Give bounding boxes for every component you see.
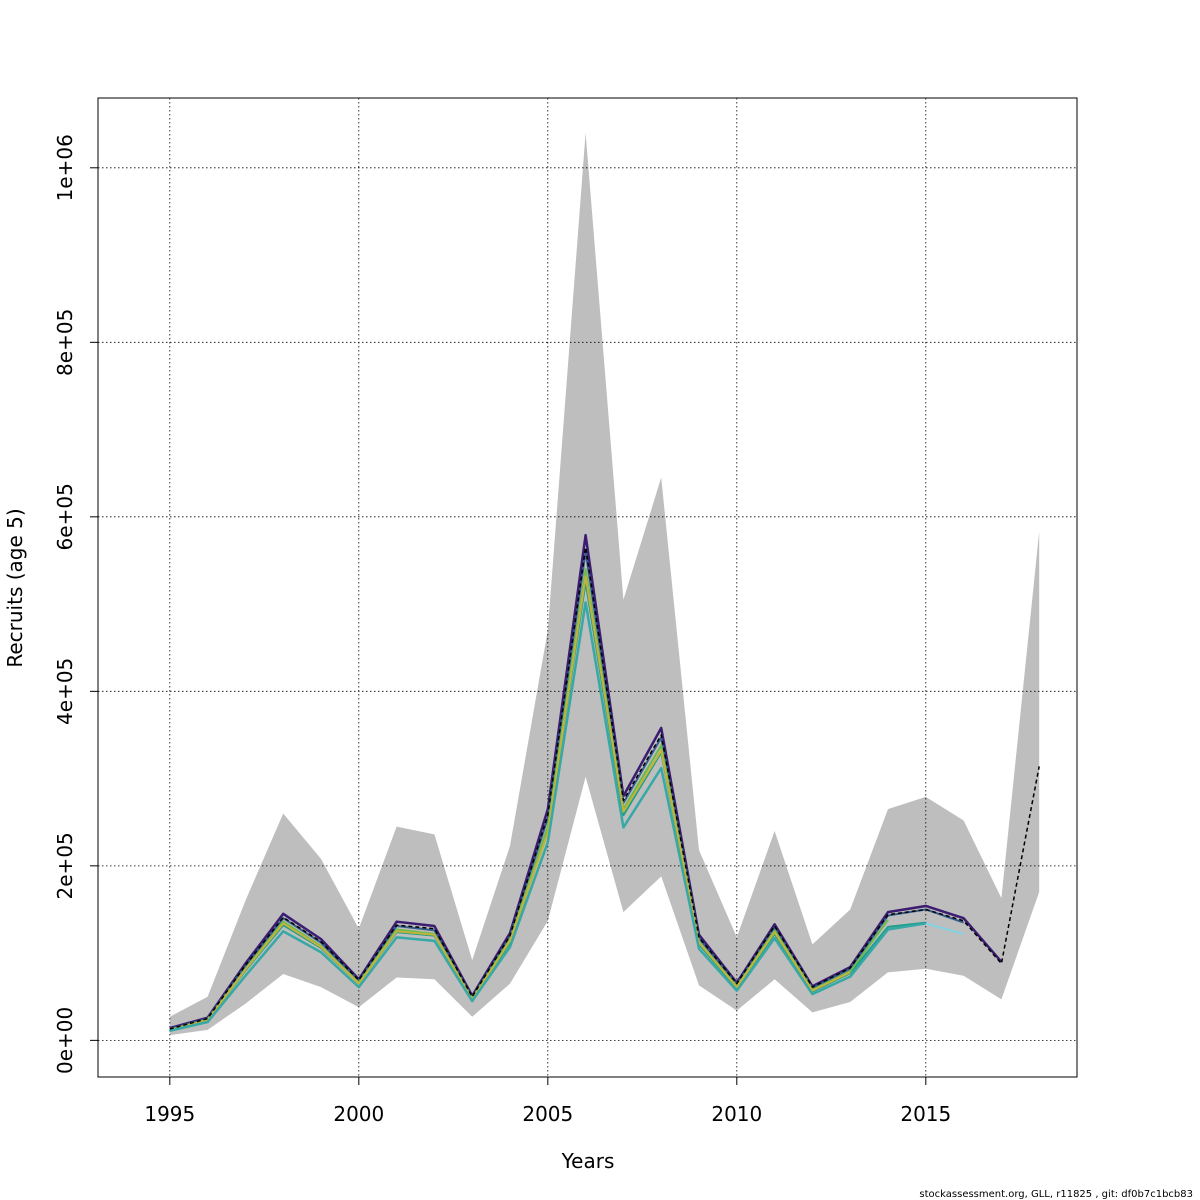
- y-tick-label: 0e+00: [53, 1007, 77, 1074]
- y-tick-label: 6e+05: [53, 483, 77, 550]
- x-axis-title: Years: [561, 1149, 615, 1173]
- x-tick-label: 2000: [333, 1102, 384, 1126]
- series-line-1: [169, 533, 1003, 1030]
- x-tick-label: 2010: [711, 1102, 762, 1126]
- series-line-5: [169, 575, 851, 1031]
- y-axis-title: Recruits (age 5): [3, 508, 27, 667]
- y-tick-label: 1e+06: [53, 134, 77, 201]
- series-layer: [169, 533, 1040, 1032]
- y-tick-label: 2e+05: [53, 832, 77, 899]
- series-line-6: [169, 601, 927, 1032]
- series-line-2: [169, 550, 964, 1030]
- grid-layer: [98, 98, 1077, 1077]
- x-tick-label: 2005: [522, 1102, 573, 1126]
- series-line-8: [169, 546, 1040, 1030]
- x-tick-label: 1995: [144, 1102, 195, 1126]
- y-tick-label: 4e+05: [53, 658, 77, 725]
- axis-layer: 1995 2000 2005 2010 2015 0e+00 2e+05 4e+05 6e+05…: [53, 134, 951, 1126]
- y-tick-label: 8e+05: [53, 309, 77, 376]
- footer-caption: stockassessment.org, GLL, r11825 , git: …: [919, 1189, 1193, 1200]
- series-line-7: [925, 922, 964, 935]
- confidence-band: [169, 132, 1040, 1036]
- x-tick-label: 2015: [900, 1102, 951, 1126]
- confidence-band-layer: [169, 132, 1040, 1036]
